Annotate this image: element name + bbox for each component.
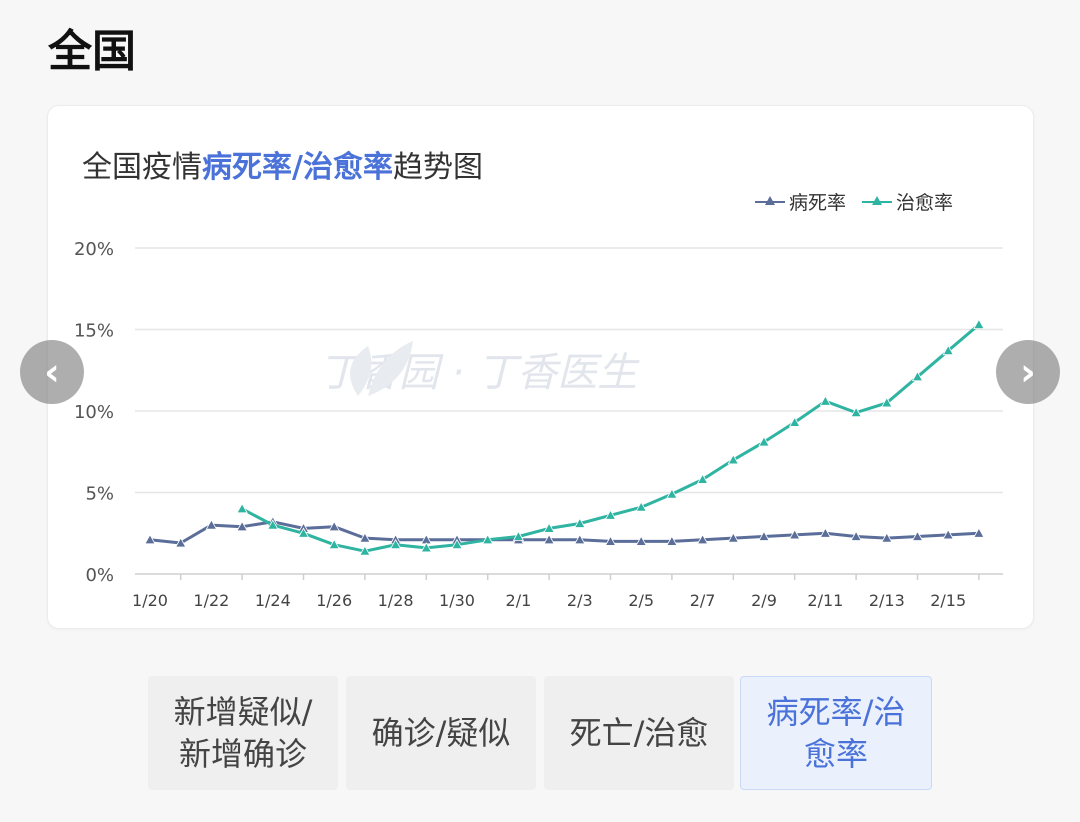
data-point-fatality — [850, 530, 862, 541]
x-tick-label: 2/1 — [506, 591, 532, 610]
x-tick-label: 1/24 — [255, 591, 291, 610]
data-point-fatality — [604, 535, 617, 546]
legend-label-fatality: 病死率 — [788, 192, 846, 214]
data-point-recovery — [328, 538, 340, 550]
y-tick-label: 15% — [74, 321, 114, 342]
data-point-recovery — [451, 538, 463, 550]
data-point-recovery — [267, 519, 279, 530]
x-tick-label: 1/30 — [439, 591, 475, 610]
x-tick-label: 1/20 — [132, 591, 168, 610]
data-point-recovery — [819, 395, 832, 406]
data-point-fatality — [911, 530, 924, 541]
data-point-recovery — [420, 542, 432, 553]
legend-item-fatality[interactable]: 病死率 — [754, 188, 846, 215]
data-point-recovery — [727, 454, 739, 465]
data-point-recovery — [881, 397, 893, 408]
data-point-recovery — [789, 416, 801, 427]
x-tick-label: 2/15 — [930, 591, 966, 610]
chart-title: 全国疫情病死率/治愈率趋势图 — [82, 146, 483, 190]
x-tick-label: 2/11 — [807, 591, 843, 610]
x-tick-label: 1/28 — [378, 591, 414, 610]
data-point-fatality — [789, 529, 801, 540]
data-point-recovery — [389, 538, 402, 550]
tab-deaths-recovered[interactable]: 死亡/治愈 — [544, 676, 734, 790]
data-point-fatality — [543, 533, 555, 545]
data-point-fatality — [144, 533, 156, 545]
data-point-fatality — [205, 519, 218, 530]
legend-swatch-fatality-icon — [754, 195, 785, 208]
x-tick-label: 2/13 — [869, 591, 905, 610]
tab-label: 死亡/治愈 — [569, 714, 709, 752]
data-point-fatality — [666, 535, 678, 546]
data-point-recovery — [359, 545, 371, 556]
x-tick-label: 1/22 — [193, 591, 229, 610]
x-tick-label: 2/7 — [690, 591, 716, 610]
y-tick-label: 10% — [74, 402, 114, 423]
data-point-recovery — [942, 344, 954, 356]
chart-legend: 病死率 治愈率 — [754, 188, 953, 215]
chevron-right-icon: › — [1020, 350, 1036, 394]
tab-label: 新增疑似/ 新增确诊 — [173, 693, 313, 773]
data-point-fatality — [328, 520, 340, 532]
data-point-fatality — [973, 527, 985, 538]
data-point-fatality — [727, 532, 739, 543]
tab-new-suspected-confirmed[interactable]: 新增疑似/ 新增确诊 — [148, 676, 338, 790]
data-point-recovery — [236, 502, 248, 514]
tab-fatality-recovery-rate[interactable]: 病死率/治 愈率 — [740, 676, 932, 790]
data-point-fatality — [635, 535, 647, 546]
x-tick-label: 1/26 — [316, 591, 352, 610]
legend-label-recovery: 治愈率 — [895, 192, 953, 214]
prev-chart-button[interactable]: ‹ — [20, 340, 84, 404]
x-tick-label: 2/9 — [751, 591, 777, 610]
y-tick-label: 20% — [74, 239, 114, 260]
legend-swatch-recovery-icon — [861, 195, 892, 208]
chart-title-suffix: 趋势图 — [392, 150, 483, 185]
data-point-fatality — [574, 533, 586, 545]
watermark-logo-icon — [350, 341, 413, 396]
page-title: 全国 — [48, 26, 136, 77]
data-point-fatality — [696, 533, 709, 545]
data-point-recovery — [635, 501, 647, 512]
data-point-recovery — [911, 370, 924, 382]
x-tick-label: 2/3 — [567, 591, 593, 610]
data-point-recovery — [758, 436, 770, 447]
tab-label: 确诊/疑似 — [371, 714, 511, 752]
tab-confirmed-suspected[interactable]: 确诊/疑似 — [346, 676, 536, 790]
data-point-recovery — [543, 522, 555, 533]
y-tick-label: 5% — [85, 484, 114, 505]
data-point-fatality — [758, 530, 770, 541]
series-line-fatality — [149, 520, 979, 545]
chart-title-highlight: 病死率/治愈率 — [202, 150, 393, 185]
data-point-recovery — [482, 533, 494, 545]
data-point-fatality — [359, 532, 371, 543]
data-point-fatality — [175, 537, 187, 548]
data-point-recovery — [604, 509, 617, 520]
next-chart-button[interactable]: › — [996, 340, 1060, 404]
data-point-recovery — [574, 517, 586, 528]
data-point-fatality — [942, 529, 954, 540]
x-tick-label: 2/5 — [628, 591, 654, 610]
y-tick-label: 0% — [85, 565, 114, 586]
data-point-fatality — [819, 527, 832, 538]
chart-title-prefix: 全国疫情 — [82, 150, 202, 185]
data-point-recovery — [666, 488, 678, 499]
chevron-left-icon: ‹ — [44, 350, 60, 394]
data-point-recovery — [696, 473, 709, 484]
data-point-recovery — [512, 530, 525, 541]
data-point-fatality — [236, 520, 248, 532]
data-point-recovery — [297, 527, 310, 538]
data-point-recovery — [973, 318, 985, 330]
tab-label: 病死率/治 愈率 — [766, 693, 906, 773]
legend-item-recovery[interactable]: 治愈率 — [861, 188, 953, 215]
chart-card: 全国疫情病死率/治愈率趋势图 病死率 治愈率 丁香园 · 丁香医生 0% 5% 10%… — [47, 105, 1034, 629]
data-point-recovery — [850, 406, 862, 418]
data-point-fatality — [881, 532, 893, 543]
